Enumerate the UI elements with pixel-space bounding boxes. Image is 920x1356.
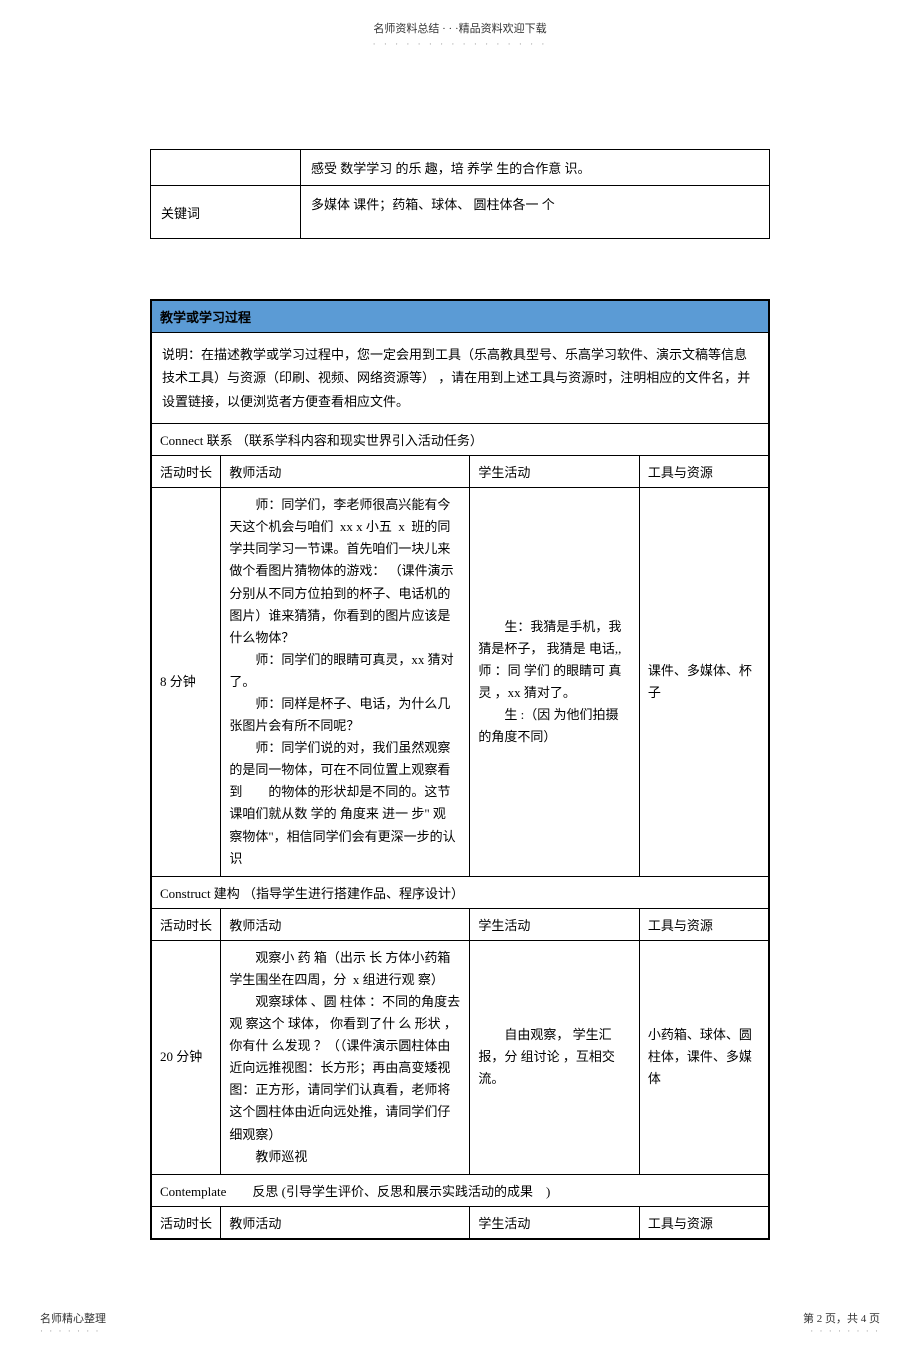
keyword-label: 关键词: [151, 186, 301, 239]
footer-left-dots: · · · · · · ·: [40, 1326, 106, 1336]
connect-tools: 课件、多媒体、杯子: [639, 488, 769, 877]
contemplate-col-tools: 工具与资源: [639, 1206, 769, 1239]
footer-right: 第 2 页，共 4 页: [803, 1310, 880, 1326]
section-description: 说明：在描述教学或学习过程中，您一定会用到工具（乐高教具型号、乐高学习软件、演示…: [151, 333, 769, 424]
top-info-table: 感受 数学学习 的乐 趣，培 养学 生的合作意 识。 关键词 多媒体 课件；药箱…: [150, 149, 770, 239]
construct-teacher: 观察小 药 箱（出示 长 方体小药箱 学生围坐在四周，分 x 组进行观 察） 观…: [221, 940, 470, 1174]
connect-duration: 8 分钟: [151, 488, 221, 877]
contemplate-header: Contemplate 反思 (引导学生评价、反思和展示实践活动的成果 ): [151, 1174, 769, 1206]
connect-student: 生：我猜是手机，我猜是杯子， 我猜是 电话,, 师 ：同 学们 的眼睛可 真灵 …: [470, 488, 639, 877]
construct-duration: 20 分钟: [151, 940, 221, 1174]
construct-header: Construct 建构 （指导学生进行搭建作品、程序设计）: [151, 876, 769, 908]
footer-right-dots: · · · · · · · ·: [803, 1326, 880, 1336]
page-footer: 名师精心整理 · · · · · · · 第 2 页，共 4 页 · · · ·…: [0, 1310, 920, 1336]
construct-col-duration: 活动时长: [151, 908, 221, 940]
contemplate-col-teacher: 教师活动: [221, 1206, 470, 1239]
construct-col-teacher: 教师活动: [221, 908, 470, 940]
footer-left: 名师精心整理: [40, 1310, 106, 1326]
connect-col-teacher: 教师活动: [221, 456, 470, 488]
keyword-content: 多媒体 课件；药箱、球体、 圆柱体各一 个: [301, 186, 770, 239]
connect-col-tools: 工具与资源: [639, 456, 769, 488]
section-title: 教学或学习过程: [151, 300, 769, 333]
construct-tools: 小药箱、球体、圆柱体，课件、多媒体: [639, 940, 769, 1174]
header-title: 名师资料总结 · · ·精品资料欢迎下载: [0, 20, 920, 36]
header-dots: · · · · · · · · · · · · · · · ·: [0, 39, 920, 49]
main-teaching-table: 教学或学习过程 说明：在描述教学或学习过程中，您一定会用到工具（乐高教具型号、乐…: [150, 299, 770, 1240]
construct-col-tools: 工具与资源: [639, 908, 769, 940]
contemplate-col-duration: 活动时长: [151, 1206, 221, 1239]
connect-col-duration: 活动时长: [151, 456, 221, 488]
empty-label: [151, 150, 301, 186]
connect-teacher: 师：同学们，李老师很高兴能有今天这个机会与咱们 xx x 小五 x 班的同学共同…: [221, 488, 470, 877]
connect-header: Connect 联系 （联系学科内容和现实世界引入活动任务）: [151, 424, 769, 456]
row1-content: 感受 数学学习 的乐 趣，培 养学 生的合作意 识。: [301, 150, 770, 186]
construct-col-student: 学生活动: [470, 908, 639, 940]
construct-student: 自由观察， 学生汇报，分 组讨论 ，互相交流。: [470, 940, 639, 1174]
contemplate-col-student: 学生活动: [470, 1206, 639, 1239]
connect-col-student: 学生活动: [470, 456, 639, 488]
